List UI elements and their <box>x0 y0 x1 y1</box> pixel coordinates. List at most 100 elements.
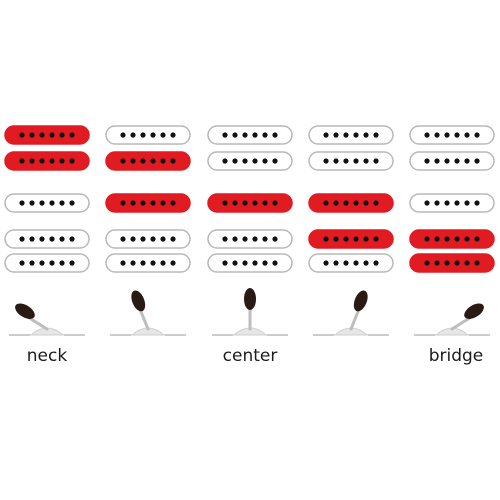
pole-piece <box>39 200 45 206</box>
coil-bottom <box>105 253 191 273</box>
pole-piece <box>242 200 248 206</box>
pole-piece <box>333 158 339 164</box>
middle-single-coil <box>105 193 191 213</box>
pole-piece <box>222 158 228 164</box>
pole-piece <box>222 236 228 242</box>
pole-piece <box>353 260 359 266</box>
pole-piece <box>262 200 268 206</box>
pole-piece <box>353 200 359 206</box>
pole-piece <box>323 132 329 138</box>
label-bridge: bridge <box>428 346 484 366</box>
position-column-4 <box>308 125 394 336</box>
pole-piece <box>343 200 349 206</box>
pole-piece <box>49 260 55 266</box>
neck-humbucker <box>4 125 90 171</box>
pole-piece <box>19 260 25 266</box>
coil-body <box>105 253 191 273</box>
pole-piece <box>363 260 369 266</box>
pole-piece <box>373 200 379 206</box>
switch-base <box>29 327 65 336</box>
pole-piece <box>120 132 126 138</box>
pole-piece <box>59 158 65 164</box>
selector-switch-bridge <box>414 303 490 336</box>
coil-body <box>409 193 495 213</box>
pole-piece <box>444 132 450 138</box>
pole-piece <box>232 260 238 266</box>
coil-body <box>4 151 90 171</box>
pole-piece <box>474 132 480 138</box>
pole-piece <box>424 132 430 138</box>
coil-top <box>308 229 394 249</box>
pole-piece <box>464 200 470 206</box>
pole-piece <box>454 200 460 206</box>
pole-piece <box>272 236 278 242</box>
coil-top <box>409 125 495 145</box>
pole-piece <box>343 236 349 242</box>
pole-piece <box>464 132 470 138</box>
pole-piece <box>454 260 460 266</box>
coil-body <box>409 151 495 171</box>
pole-piece <box>140 260 146 266</box>
switch-base <box>232 327 268 336</box>
coil-body <box>207 229 293 249</box>
switch-base <box>333 327 369 336</box>
pole-piece <box>363 132 369 138</box>
pole-piece <box>130 260 136 266</box>
switch-tip <box>131 290 146 312</box>
selector-switch-center <box>212 288 288 336</box>
pole-piece <box>232 236 238 242</box>
pole-piece <box>160 132 166 138</box>
pole-piece <box>444 158 450 164</box>
pole-piece <box>69 236 75 242</box>
pole-piece <box>59 132 65 138</box>
pole-piece <box>272 158 278 164</box>
position-column-2 <box>105 125 191 336</box>
pole-piece <box>232 158 238 164</box>
pole-piece <box>252 200 258 206</box>
pole-piece <box>150 132 156 138</box>
coil-bottom <box>4 253 90 273</box>
pole-piece <box>130 200 136 206</box>
pole-piece <box>424 236 430 242</box>
pole-piece <box>39 158 45 164</box>
pole-piece <box>170 158 176 164</box>
pole-piece <box>69 260 75 266</box>
pole-piece <box>120 236 126 242</box>
pole-piece <box>272 260 278 266</box>
pole-piece <box>454 158 460 164</box>
pole-piece <box>39 132 45 138</box>
bridge-humbucker <box>409 229 495 273</box>
pole-piece <box>464 236 470 242</box>
coil-body <box>105 125 191 145</box>
label-neck: neck <box>26 346 68 366</box>
pole-piece <box>464 158 470 164</box>
coil-body <box>207 193 293 213</box>
pole-piece <box>242 132 248 138</box>
selector-switch-mid-bridge <box>313 290 389 336</box>
pole-piece <box>262 260 268 266</box>
pole-piece <box>434 260 440 266</box>
position-column-5 <box>409 125 495 336</box>
coil-body <box>308 125 394 145</box>
coil-body <box>207 125 293 145</box>
pole-piece <box>373 260 379 266</box>
pole-piece <box>19 132 25 138</box>
pole-piece <box>222 132 228 138</box>
pole-piece <box>363 200 369 206</box>
bridge-humbucker <box>308 229 394 273</box>
pole-piece <box>49 200 55 206</box>
pole-piece <box>333 200 339 206</box>
coil-top <box>105 229 191 249</box>
pole-piece <box>424 158 430 164</box>
pole-piece <box>343 260 349 266</box>
pole-piece <box>474 158 480 164</box>
coil-bottom <box>409 151 495 171</box>
coil-body <box>105 151 191 171</box>
bridge-humbucker <box>207 229 293 273</box>
pole-piece <box>252 236 258 242</box>
pole-piece <box>424 260 430 266</box>
pole-piece <box>160 236 166 242</box>
coil-top <box>105 125 191 145</box>
pole-piece <box>373 158 379 164</box>
